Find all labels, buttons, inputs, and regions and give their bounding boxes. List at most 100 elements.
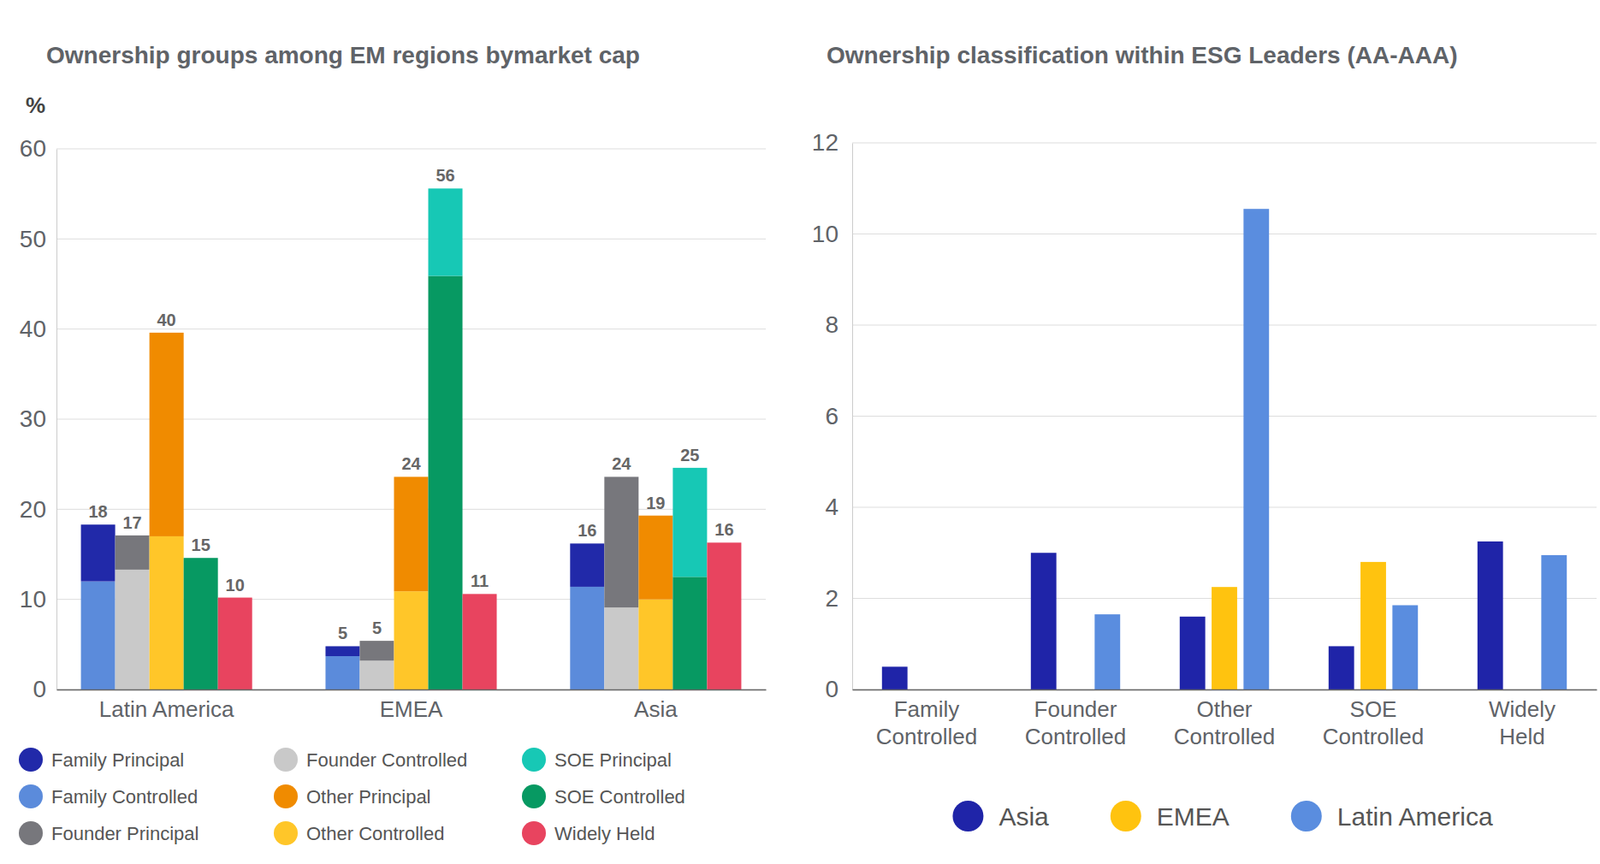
bar [183,557,219,690]
y-tick: 0 [32,675,57,703]
total-label: 25 [680,445,700,465]
bar [638,599,673,690]
legend-item: Latin America [1291,800,1494,832]
legend-swatch [273,784,298,809]
bar [1243,208,1269,690]
legend-label: Widely Held [554,823,655,845]
y-tick-label: 40 [19,315,47,343]
bar [183,557,219,559]
bar [604,476,639,608]
legend-item: Other Principal [273,784,432,809]
x-tick-label: OtherControlled [1173,696,1276,749]
y-tick-label: 0 [824,675,839,703]
bar [1179,616,1206,690]
y-axis: 0102030405060 [19,135,58,703]
x-axis: FamilyControlledFounderControlledOtherCo… [853,689,1598,750]
total-label: 5 [372,618,382,638]
bar [149,332,184,537]
x-tick-label: EMEA [379,696,444,723]
legend-item: Widely Held [521,821,655,846]
bar [428,188,463,276]
x-tick-label-line: Family [894,696,960,723]
total-label: 10 [225,575,245,595]
legend-item: Asia [952,800,1049,832]
x-tick-label: FamilyControlled [876,696,978,749]
x-tick: Asia [634,689,678,723]
grid [56,148,766,690]
legend-item: Family Controlled [18,784,198,809]
y-tick-label: 8 [824,311,839,338]
grid-line [852,233,1597,235]
grid-line [852,415,1597,417]
bar [1328,645,1355,690]
legend-swatch [521,784,546,809]
bar [1094,614,1120,690]
y-tick-label: 50 [19,225,47,253]
y-tick: 2 [824,585,853,612]
chart-container: Ownership groups among EM regions bymark… [0,0,1600,864]
y-tick-label: 2 [824,585,839,612]
total-label: 16 [577,521,597,540]
legend-swatch [18,821,43,846]
legend-swatch [18,747,43,772]
y-tick: 10 [811,220,853,248]
y-tick: 10 [19,586,57,613]
legend-item: Other Controlled [273,821,445,846]
legend-swatch [18,784,43,809]
total-label: 24 [401,454,421,474]
bar [672,576,707,690]
bars [882,208,1567,690]
x-tick-label-line: Founder [1034,696,1118,723]
legend: Asia EMEA Latin America [952,800,1493,832]
x-tick-label-line: Controlled [876,723,978,750]
bar [325,645,360,657]
grid-line [56,148,766,150]
bar [218,598,253,690]
x-axis-line [853,689,1598,692]
legend-label: SOE Principal [554,749,672,771]
y-tick: 12 [811,129,853,156]
y-tick: 0 [824,675,853,703]
legend-swatch [952,800,984,832]
x-tick: SOEControlled [1322,689,1425,750]
y-tick-label: 6 [824,402,839,430]
bar [393,476,428,592]
total-label: 17 [122,513,142,533]
x-tick-label: FounderControlled [1025,696,1127,749]
legend-item: Founder Principal [18,821,199,846]
legend-item: Family Principal [18,747,184,772]
bars [81,188,742,690]
x-tick-label-line: Controlled [1322,723,1425,750]
x-tick: OtherControlled [1173,689,1276,750]
x-tick-label-line: Other [1196,696,1252,723]
total-label: 24 [611,454,632,474]
bar [115,535,150,570]
chart-svg: Ownership groups among EM regions bymark… [0,0,1600,864]
legend-label: Other Principal [306,786,432,808]
x-tick-label: Latin America [99,696,235,723]
legend-item: EMEA [1110,800,1230,832]
x-axis: Latin America EMEA Asia [57,689,767,723]
legend-item: SOE Controlled [521,784,686,809]
x-tick-label-line: Controlled [1173,723,1276,750]
legend-swatch [1110,800,1142,832]
y-tick: 60 [19,135,57,162]
bar [672,468,707,577]
x-tick: Latin America [99,689,235,723]
legend-label: EMEA [1156,802,1230,831]
data-labels: 1851617524402419155625101116 [88,165,734,643]
grid-line [56,238,766,240]
legend-item: Founder Controlled [273,747,468,772]
x-tick: FounderControlled [1025,689,1127,750]
legend-swatch [1291,800,1322,832]
y-tick: 8 [824,311,853,338]
legend-item: SOE Principal [521,747,672,772]
grid-line [852,142,1597,144]
legend-swatch [521,747,546,772]
bar [569,586,605,690]
y-tick-label: 60 [19,135,47,162]
x-tick-label-line: Held [1499,723,1545,750]
x-tick-label: SOEControlled [1322,696,1425,749]
legend-label: Family Controlled [51,786,198,808]
bar [325,656,360,690]
